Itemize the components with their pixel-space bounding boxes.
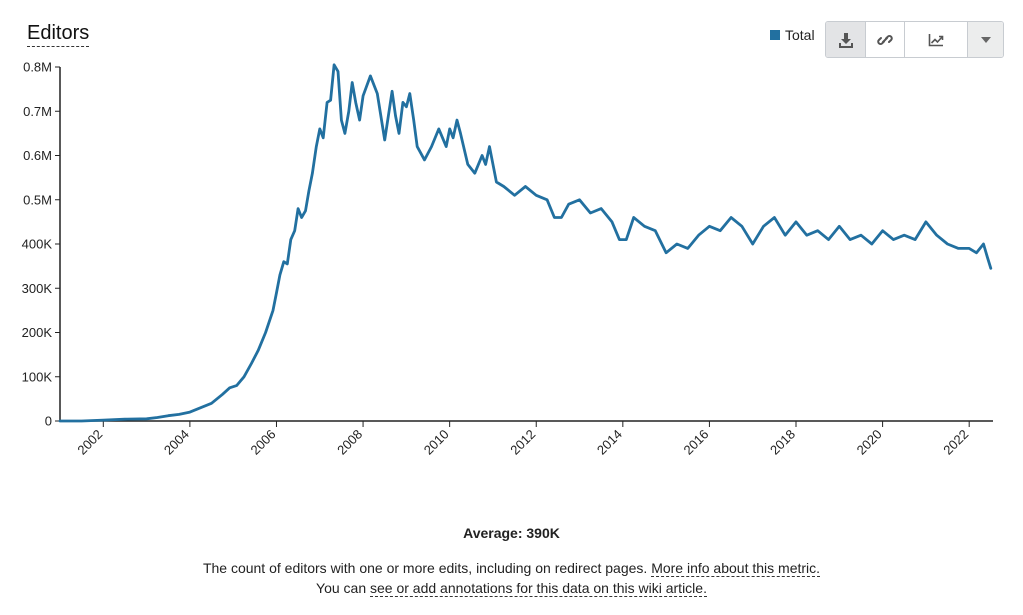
y-tick-label: 0.7M xyxy=(23,104,52,119)
annotations-link[interactable]: see or add annotations for this data on … xyxy=(370,580,707,597)
x-tick-label: 2014 xyxy=(594,427,625,458)
description-text: The count of editors with one or more ed… xyxy=(202,560,648,576)
chart-title[interactable]: Editors xyxy=(27,21,90,47)
x-tick-label: 2018 xyxy=(767,427,798,458)
y-tick-label: 0.6M xyxy=(23,148,52,163)
x-tick-label: 2020 xyxy=(854,427,885,458)
series-line-total xyxy=(58,63,993,423)
x-tick-label: 2004 xyxy=(161,427,192,458)
more-options-button[interactable] xyxy=(968,22,1003,57)
y-tick-label: 100K xyxy=(22,369,53,384)
x-tick-label: 2016 xyxy=(680,427,711,458)
link-icon xyxy=(877,34,893,45)
download-icon xyxy=(838,32,853,48)
chart-toolbar xyxy=(825,21,1004,58)
x-tick-label: 2022 xyxy=(940,427,971,458)
legend: Total xyxy=(770,27,815,43)
link-button[interactable] xyxy=(866,22,905,57)
y-tick-label: 0.8M xyxy=(23,60,52,75)
metric-info-link[interactable]: More info about this metric. xyxy=(651,560,821,577)
legend-label: Total xyxy=(785,27,815,43)
x-tick-label: 2008 xyxy=(334,427,365,458)
y-tick-label: 300K xyxy=(22,281,53,296)
y-tick-label: 200K xyxy=(22,325,53,340)
y-tick-label: 0 xyxy=(45,414,52,429)
y-tick-label: 0.5M xyxy=(23,192,52,207)
chart-type-icon xyxy=(928,33,944,46)
chart-type-button[interactable] xyxy=(905,22,968,57)
legend-swatch xyxy=(770,30,780,40)
average-value: Average: 390K xyxy=(463,525,560,541)
chevron-down-icon xyxy=(980,36,991,43)
download-button[interactable] xyxy=(826,22,866,57)
metric-description: The count of editors with one or more ed… xyxy=(0,558,1023,598)
line-chart: 0 100K 200K 300K 400K 0.5M 0.6M 0.7M 0.8M 2002 200… xyxy=(22,60,993,458)
x-tick-label: 2012 xyxy=(507,427,538,458)
annotations-prefix: You can xyxy=(316,580,367,596)
x-tick-label: 2002 xyxy=(74,427,105,458)
y-tick-label: 400K xyxy=(22,237,53,252)
chart-area: 0 100K 200K 300K 400K 0.5M 0.6M 0.7M 0.8M 2002 200… xyxy=(22,60,993,458)
x-tick-label: 2006 xyxy=(248,427,279,458)
x-tick-label: 2010 xyxy=(421,427,452,458)
